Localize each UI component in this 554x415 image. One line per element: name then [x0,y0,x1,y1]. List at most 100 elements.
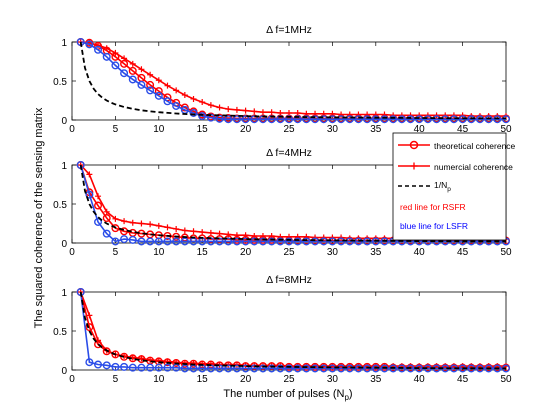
x-axis-label-subscript: p [344,393,349,402]
legend-note-red: red line for RSFR [400,202,466,212]
data-point-plus [251,108,258,115]
x-tick-label: 10 [153,124,165,135]
legend-label-inverse-np-main: 1/N [434,180,447,190]
data-point-circle [328,115,337,124]
data-point-circle [94,45,103,54]
x-tick-label: 45 [457,124,469,135]
data-point-plus [181,227,188,234]
data-point-circle [415,115,424,124]
subplot-title: Δ f=8MHz [266,274,312,286]
data-point-plus [121,218,128,225]
x-tick-label: 0 [69,374,75,385]
data-point-circle [215,237,224,246]
data-point-plus [242,232,249,239]
data-point-plus [112,49,119,56]
legend-note-blue: blue line for LSFR [400,221,468,231]
data-point-circle [258,237,267,246]
data-point-circle [250,115,259,124]
data-point-circle [276,364,285,373]
x-tick-label: 15 [197,124,209,135]
subplot-title: Δ f=1MHz [266,24,312,36]
data-point-circle [85,190,94,199]
data-point-circle [137,237,146,246]
data-point-circle [363,115,372,124]
data-point-plus [173,225,180,232]
data-point-circle [85,40,94,49]
data-point-circle [111,237,120,246]
x-axis-label-close: ) [349,388,353,400]
data-point-plus [190,95,197,102]
data-point-circle [146,363,155,372]
data-point-circle [163,97,172,106]
data-point-circle [293,364,302,373]
data-point-circle [328,237,337,246]
data-point-circle [250,364,259,373]
legend-entry-inverse-np: 1/Np [398,180,451,193]
x-axis-label: The number of pulses (Np) [223,388,352,402]
y-tick-label: 1 [61,38,67,49]
data-point-plus [147,71,154,78]
data-point-plus [294,109,301,116]
data-point-circle [267,237,276,246]
data-point-circle [224,237,233,246]
data-point-plus [95,193,102,200]
data-point-circle [380,115,389,124]
data-point-plus [233,232,240,239]
x-tick-label: 0 [69,124,75,135]
data-point-plus [138,355,145,362]
data-point-circle [458,115,467,124]
data-point-circle [302,364,311,373]
data-point-circle [380,237,389,246]
series-line-black-none [79,291,507,370]
data-point-plus [242,107,249,114]
series-line-black-none [79,41,507,120]
data-point-circle [250,237,259,246]
data-point-circle [311,115,320,124]
data-point-circle [154,237,163,246]
y-tick-label: 1 [61,161,67,172]
data-point-circle [137,80,146,89]
data-point-circle [137,363,146,372]
data-point-plus [286,109,292,116]
x-tick-label: 30 [327,247,339,258]
data-point-plus [207,229,214,236]
legend-entry-theoretical: theoretical coherence [398,140,516,151]
data-point-circle [493,115,502,124]
legend-label-inverse-np-sub: p [447,186,451,193]
y-tick-label: 0.5 [53,77,67,88]
data-point-circle [441,115,450,124]
legend-box [392,132,507,241]
data-point-plus [155,77,162,84]
data-point-circle [302,115,311,124]
data-point-circle [120,362,129,371]
x-tick-label: 20 [240,247,252,258]
data-point-circle [189,108,198,117]
data-point-circle [120,69,129,78]
data-point-circle [389,364,398,373]
data-point-plus [173,87,180,94]
data-point-circle [319,364,328,373]
x-tick-label: 45 [457,374,469,385]
data-point-circle [241,237,250,246]
data-point-circle [432,115,441,124]
data-point-circle [380,364,389,373]
subplot-1: Δ f=1MHz 0 5 10 15 20 25 30 35 40 45 50 0 0.5 1 [53,24,512,135]
data-point-circle [94,360,103,369]
x-tick-label: 25 [283,247,295,258]
data-point-plus [225,231,232,238]
data-point-circle [154,363,163,372]
legend-label-inverse-np: 1/Np [434,180,451,193]
legend-label-theoretical: theoretical coherence [434,141,516,151]
data-point-circle [371,115,380,124]
legend-entry-numerical: numercial coherence [398,162,513,172]
y-axis-label: The squared coherence of the sensing mat… [33,107,45,328]
data-point-circle [337,237,346,246]
x-tick-label: 35 [370,124,382,135]
data-point-circle [154,87,163,96]
x-tick-label: 25 [283,124,295,135]
y-tick-label: 0 [61,116,67,127]
data-point-plus [164,224,171,231]
data-point-circle [276,237,285,246]
x-axis-label-main: The number of pulses (N [223,388,344,400]
